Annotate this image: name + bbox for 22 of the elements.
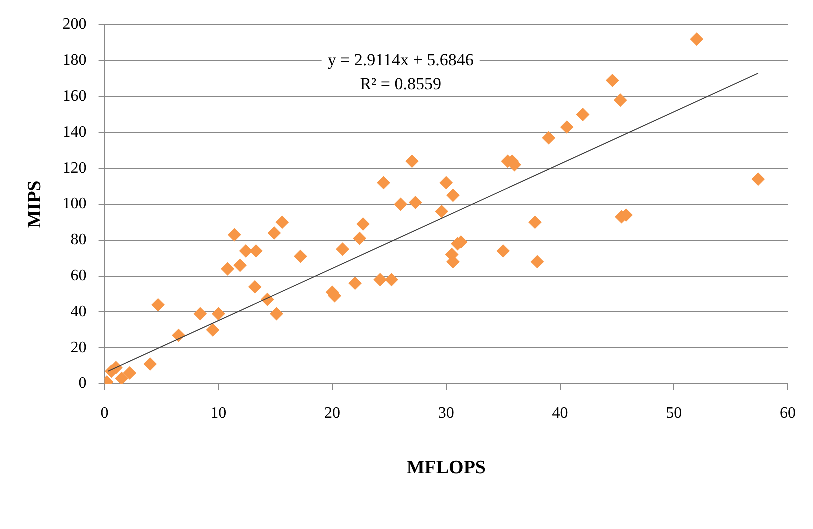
y-tick-label: 60 xyxy=(70,268,87,285)
y-tick-label: 100 xyxy=(62,196,87,213)
x-tick-label: 40 xyxy=(552,404,568,422)
y-tick-label: 20 xyxy=(70,339,87,356)
y-tick-label: 0 xyxy=(78,375,87,392)
x-tick-label: 10 xyxy=(210,404,227,422)
x-tick-label: 50 xyxy=(666,404,682,422)
x-tick-label: 20 xyxy=(324,404,341,422)
x-tick-label: 60 xyxy=(780,404,796,422)
x-axis-title: MFLOPS xyxy=(406,458,486,479)
y-tick-label: 120 xyxy=(62,160,87,177)
x-tick-label: 0 xyxy=(100,404,109,422)
y-tick-label: 200 xyxy=(62,16,87,34)
y-tick-label: 180 xyxy=(62,52,87,70)
annotation: R² = 0.8559 xyxy=(360,74,442,94)
y-tick-label: 140 xyxy=(62,124,87,141)
y-axis-title: MIPS xyxy=(24,180,46,228)
y-tick-label: 160 xyxy=(62,88,87,106)
y-tick-label: 80 xyxy=(70,232,87,249)
y-tick-label: 40 xyxy=(70,303,87,320)
annotation: y = 2.9114x + 5.6846 xyxy=(328,50,474,70)
x-tick-label: 30 xyxy=(438,404,454,422)
